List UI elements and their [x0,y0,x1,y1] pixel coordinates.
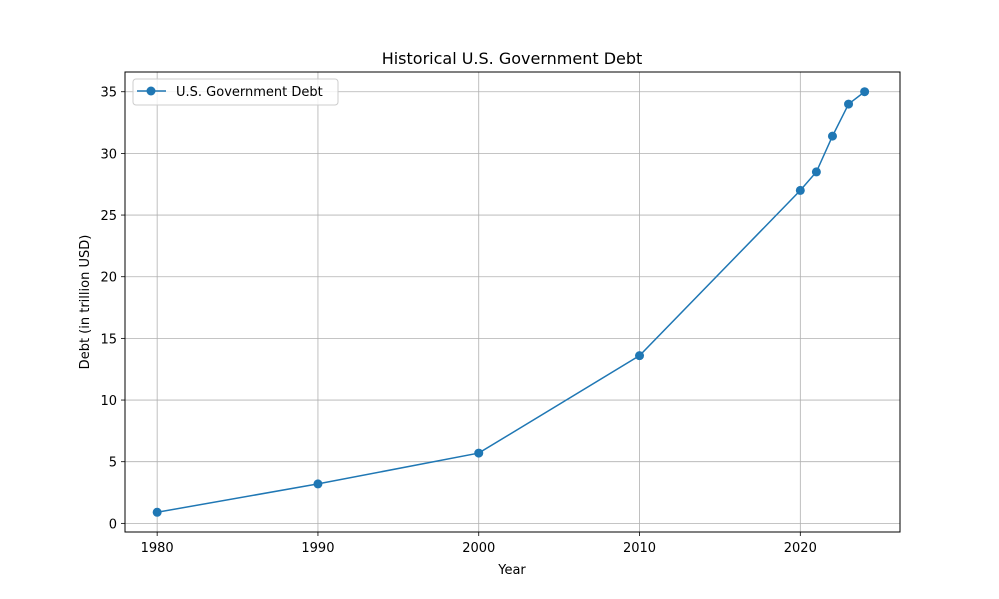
legend-marker-sample [146,86,156,96]
grid [125,72,900,532]
series-layer [152,87,870,517]
y-tick-label: 0 [109,517,117,532]
x-tick-label: 2010 [623,541,656,556]
x-tick-label: 1990 [301,541,334,556]
y-tick-label: 10 [100,394,117,409]
legend-box [132,78,339,106]
y-tick-label: 15 [100,332,117,347]
chart-title: Historical U.S. Government Debt [382,49,643,68]
data-point [860,87,870,97]
y-tick-label: 25 [100,209,117,224]
x-tick-label: 1980 [141,541,174,556]
y-tick-label: 5 [109,456,117,471]
data-point [811,167,821,177]
data-point [844,99,854,109]
y-axis-ticks: 0 5 10 15 20 25 30 35 [100,86,125,532]
y-tick-label: 30 [100,147,117,162]
data-point [795,185,805,195]
legend: U.S. Government Debt [132,78,339,106]
plot-area [125,72,900,532]
y-axis-label: Debt (in trillion USD) [78,235,93,370]
data-point [152,507,162,517]
x-tick-label: 2000 [462,541,495,556]
data-point [827,131,837,141]
data-point [474,448,484,458]
y-tick-label: 20 [100,271,117,286]
x-axis-ticks: 1980 1990 2000 2010 2020 [141,532,817,556]
x-tick-label: 2020 [784,541,817,556]
plot-frame [124,71,901,533]
legend-entry-label: U.S. Government Debt [176,85,323,100]
y-tick-label: 35 [100,86,117,101]
data-point [635,351,645,361]
data-point [313,479,323,489]
x-axis-label: Year [497,563,526,578]
